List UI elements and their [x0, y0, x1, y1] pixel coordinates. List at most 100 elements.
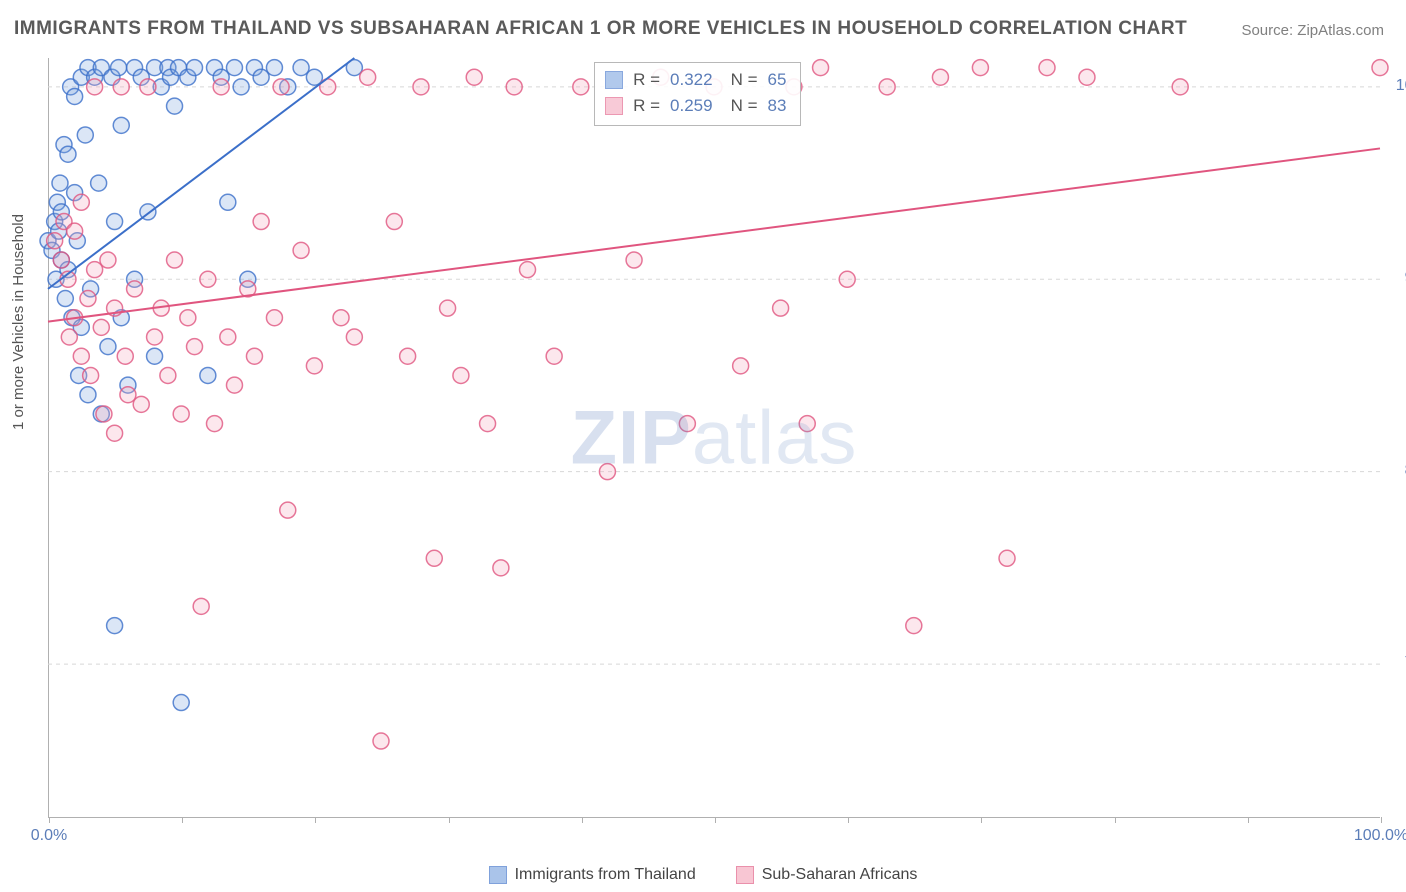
- data-point: [200, 271, 216, 287]
- data-point: [266, 310, 282, 326]
- data-point: [386, 214, 402, 230]
- data-point: [180, 310, 196, 326]
- data-point: [187, 60, 203, 76]
- data-point: [160, 367, 176, 383]
- data-point: [133, 396, 149, 412]
- data-point: [599, 464, 615, 480]
- data-point: [213, 79, 229, 95]
- data-point: [193, 598, 209, 614]
- data-point: [91, 175, 107, 191]
- trend-line: [48, 148, 1380, 321]
- stats-legend-box: R =0.322N =65R =0.259N =83: [594, 62, 801, 126]
- data-point: [207, 416, 223, 432]
- data-point: [679, 416, 695, 432]
- data-point: [266, 60, 282, 76]
- data-point: [520, 262, 536, 278]
- stats-row: R =0.259N =83: [605, 93, 786, 119]
- data-point: [93, 319, 109, 335]
- data-point: [1079, 69, 1095, 85]
- data-point: [111, 60, 127, 76]
- data-point: [400, 348, 416, 364]
- data-point: [573, 79, 589, 95]
- data-point: [226, 377, 242, 393]
- data-point: [100, 252, 116, 268]
- data-point: [173, 695, 189, 711]
- data-point: [147, 348, 163, 364]
- data-point: [1172, 79, 1188, 95]
- legend-label: Immigrants from Thailand: [515, 866, 696, 884]
- data-point: [373, 733, 389, 749]
- data-point: [140, 79, 156, 95]
- data-point: [233, 79, 249, 95]
- stats-row: R =0.322N =65: [605, 67, 786, 93]
- data-point: [220, 329, 236, 345]
- data-point: [1372, 60, 1388, 76]
- data-point: [480, 416, 496, 432]
- data-point: [173, 406, 189, 422]
- data-point: [167, 98, 183, 114]
- x-tick-label: 100.0%: [1354, 827, 1406, 845]
- data-point: [226, 60, 242, 76]
- data-point: [306, 358, 322, 374]
- data-point: [333, 310, 349, 326]
- legend-item: Immigrants from Thailand: [489, 866, 696, 884]
- data-point: [52, 175, 68, 191]
- data-point: [53, 252, 69, 268]
- legend-item: Sub-Saharan Africans: [736, 866, 918, 884]
- y-tick-label: 100.0%: [1396, 77, 1406, 95]
- data-point: [413, 79, 429, 95]
- data-point: [60, 146, 76, 162]
- data-point: [80, 291, 96, 307]
- data-point: [972, 60, 988, 76]
- legend-label: Sub-Saharan Africans: [762, 866, 918, 884]
- data-point: [346, 329, 362, 345]
- data-point: [546, 348, 562, 364]
- data-point: [57, 291, 73, 307]
- chart-svg: [48, 58, 1380, 818]
- data-point: [879, 79, 895, 95]
- data-point: [87, 79, 103, 95]
- y-axis-label: 1 or more Vehicles in Household: [10, 214, 27, 430]
- data-point: [73, 194, 89, 210]
- data-point: [83, 367, 99, 383]
- data-point: [466, 69, 482, 85]
- data-point: [280, 502, 296, 518]
- data-point: [813, 60, 829, 76]
- data-point: [117, 348, 133, 364]
- data-point: [107, 618, 123, 634]
- data-point: [773, 300, 789, 316]
- data-point: [246, 348, 262, 364]
- bottom-legend: Immigrants from Thailand Sub-Saharan Afri…: [0, 866, 1406, 884]
- x-tick-label: 0.0%: [31, 827, 67, 845]
- data-point: [113, 79, 129, 95]
- plot-area: 70.0%80.0%90.0%100.0%0.0%100.0% ZIPatlas…: [48, 58, 1380, 818]
- data-point: [147, 329, 163, 345]
- data-point: [67, 223, 83, 239]
- data-point: [506, 79, 522, 95]
- data-point: [67, 88, 83, 104]
- data-point: [61, 329, 77, 345]
- data-point: [187, 339, 203, 355]
- data-point: [932, 69, 948, 85]
- data-point: [839, 271, 855, 287]
- data-point: [220, 194, 236, 210]
- data-point: [799, 416, 815, 432]
- data-point: [107, 214, 123, 230]
- data-point: [906, 618, 922, 634]
- data-point: [1039, 60, 1055, 76]
- data-point: [96, 406, 112, 422]
- data-point: [626, 252, 642, 268]
- data-point: [100, 339, 116, 355]
- data-point: [107, 425, 123, 441]
- data-point: [293, 242, 309, 258]
- data-point: [493, 560, 509, 576]
- data-point: [999, 550, 1015, 566]
- data-point: [360, 69, 376, 85]
- data-point: [113, 117, 129, 133]
- data-point: [733, 358, 749, 374]
- data-point: [426, 550, 442, 566]
- data-point: [77, 127, 93, 143]
- legend-swatch: [605, 71, 623, 89]
- data-point: [253, 214, 269, 230]
- data-point: [73, 348, 89, 364]
